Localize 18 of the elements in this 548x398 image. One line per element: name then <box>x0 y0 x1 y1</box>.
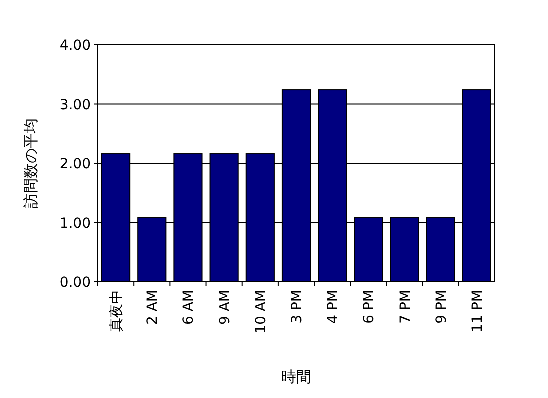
x-tick-label: 4 PM <box>326 290 342 324</box>
x-tick-label: 2 AM <box>145 290 162 326</box>
x-tick-label: 6 PM <box>362 290 378 324</box>
y-tick-label: 1.00 <box>60 216 91 232</box>
y-axis-title: 訪問数の平均 <box>22 118 40 208</box>
x-tick-label: 9 PM <box>434 290 450 324</box>
y-tick-label: 2.00 <box>60 156 91 172</box>
y-tick-label: 4.00 <box>60 38 91 54</box>
x-tick-label: 6 AM <box>181 290 198 326</box>
y-tick-label: 0.00 <box>60 275 91 291</box>
x-tick-label: 7 PM <box>398 290 414 324</box>
x-tick-label: 9 AM <box>217 290 234 326</box>
x-tick-label: 11 PM <box>470 290 486 333</box>
x-tick-label: 10 AM <box>253 290 270 334</box>
y-tick-label: 3.00 <box>60 97 91 114</box>
x-tick-label: 3 PM <box>290 290 306 324</box>
x-axis-title: 時間 <box>282 368 312 386</box>
x-tick-label: 真夜中 <box>109 290 126 332</box>
